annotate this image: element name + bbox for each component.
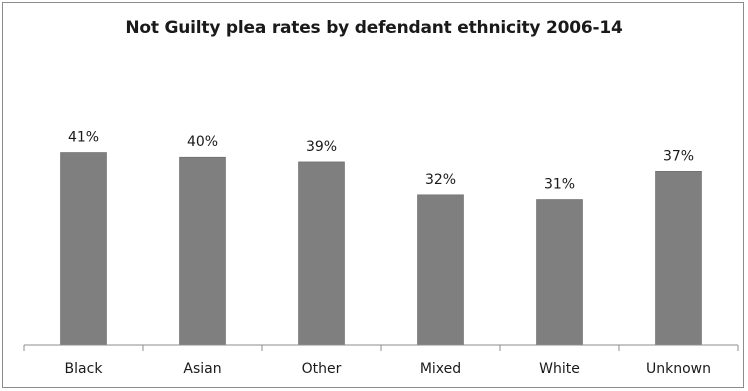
bar-unknown [655, 171, 702, 346]
x-tick-label-black: Black [65, 361, 104, 377]
bar-white [536, 199, 583, 346]
data-label-asian: 40% [187, 134, 218, 150]
x-tick-label-asian: Asian [183, 361, 221, 377]
bar-mixed [417, 194, 464, 346]
x-tick-label-mixed: Mixed [420, 361, 461, 377]
x-tick-labels-group: Black Asian Other Mixed White Unknown [65, 361, 711, 377]
chart-title: Not Guilty plea rates by defendant ethni… [125, 18, 623, 38]
x-axis [23, 344, 739, 351]
bars-group [60, 152, 702, 346]
data-label-unknown: 37% [663, 148, 694, 164]
data-label-white: 31% [544, 177, 575, 193]
data-label-black: 41% [68, 130, 99, 146]
chart-frame [2, 2, 744, 388]
bar-asian [179, 156, 226, 346]
bar-other [298, 161, 345, 346]
x-tick-label-white: White [539, 361, 580, 377]
x-tick-label-other: Other [302, 361, 342, 377]
data-label-mixed: 32% [425, 172, 456, 188]
data-labels-group: 41% 40% 39% 32% 31% 37% [68, 130, 694, 193]
bar-black [60, 152, 107, 346]
data-label-other: 39% [306, 139, 337, 155]
x-tick-label-unknown: Unknown [646, 361, 711, 377]
